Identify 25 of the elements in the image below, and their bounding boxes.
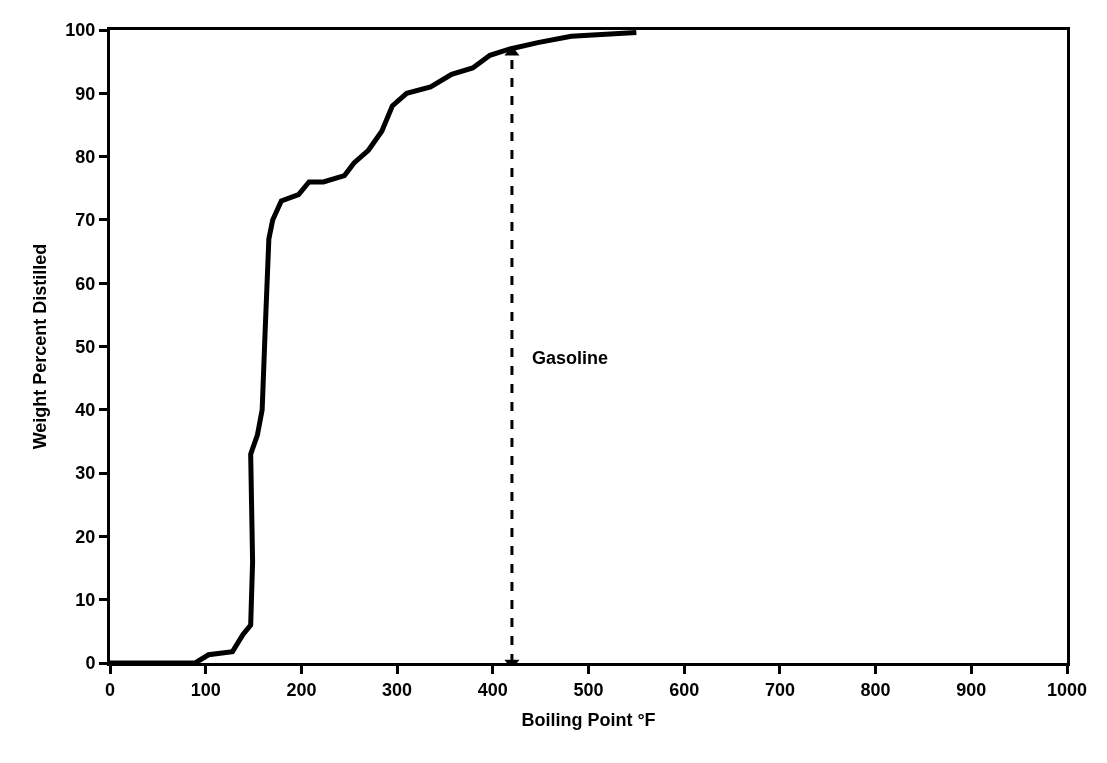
x-tick-label: 200	[286, 679, 317, 700]
x-tick-label: 700	[764, 679, 795, 700]
x-tick-label: 800	[860, 679, 891, 700]
y-tick-label: 60	[75, 273, 96, 294]
y-axis-title: Weight Percent Distilled	[29, 243, 50, 450]
y-tick-label: 80	[75, 146, 96, 167]
y-tick-label: 40	[75, 400, 96, 421]
x-tick-label: 100	[190, 679, 221, 700]
annotation: Gasoline	[532, 348, 609, 368]
x-tick-label: 600	[669, 679, 700, 700]
y-tick-label: 100	[65, 20, 96, 41]
y-tick-label: 20	[75, 526, 96, 547]
y-tick-label: 50	[75, 336, 96, 357]
x-axis-title: Boiling Point °F	[521, 709, 656, 730]
y-tick-label: 0	[85, 653, 96, 674]
x-tick-label: 400	[477, 679, 508, 700]
y-tick-label: 70	[75, 210, 96, 231]
x-tick-label: 500	[573, 679, 604, 700]
x-tick-label: 1000	[1046, 679, 1088, 700]
x-tick-label: 900	[956, 679, 987, 700]
y-tick-label: 30	[75, 463, 96, 484]
y-tick-label: 10	[75, 590, 96, 610]
x-tick-label: 300	[382, 679, 413, 700]
y-tick-label: 90	[75, 83, 96, 104]
x-tick-label: 0	[104, 679, 116, 700]
